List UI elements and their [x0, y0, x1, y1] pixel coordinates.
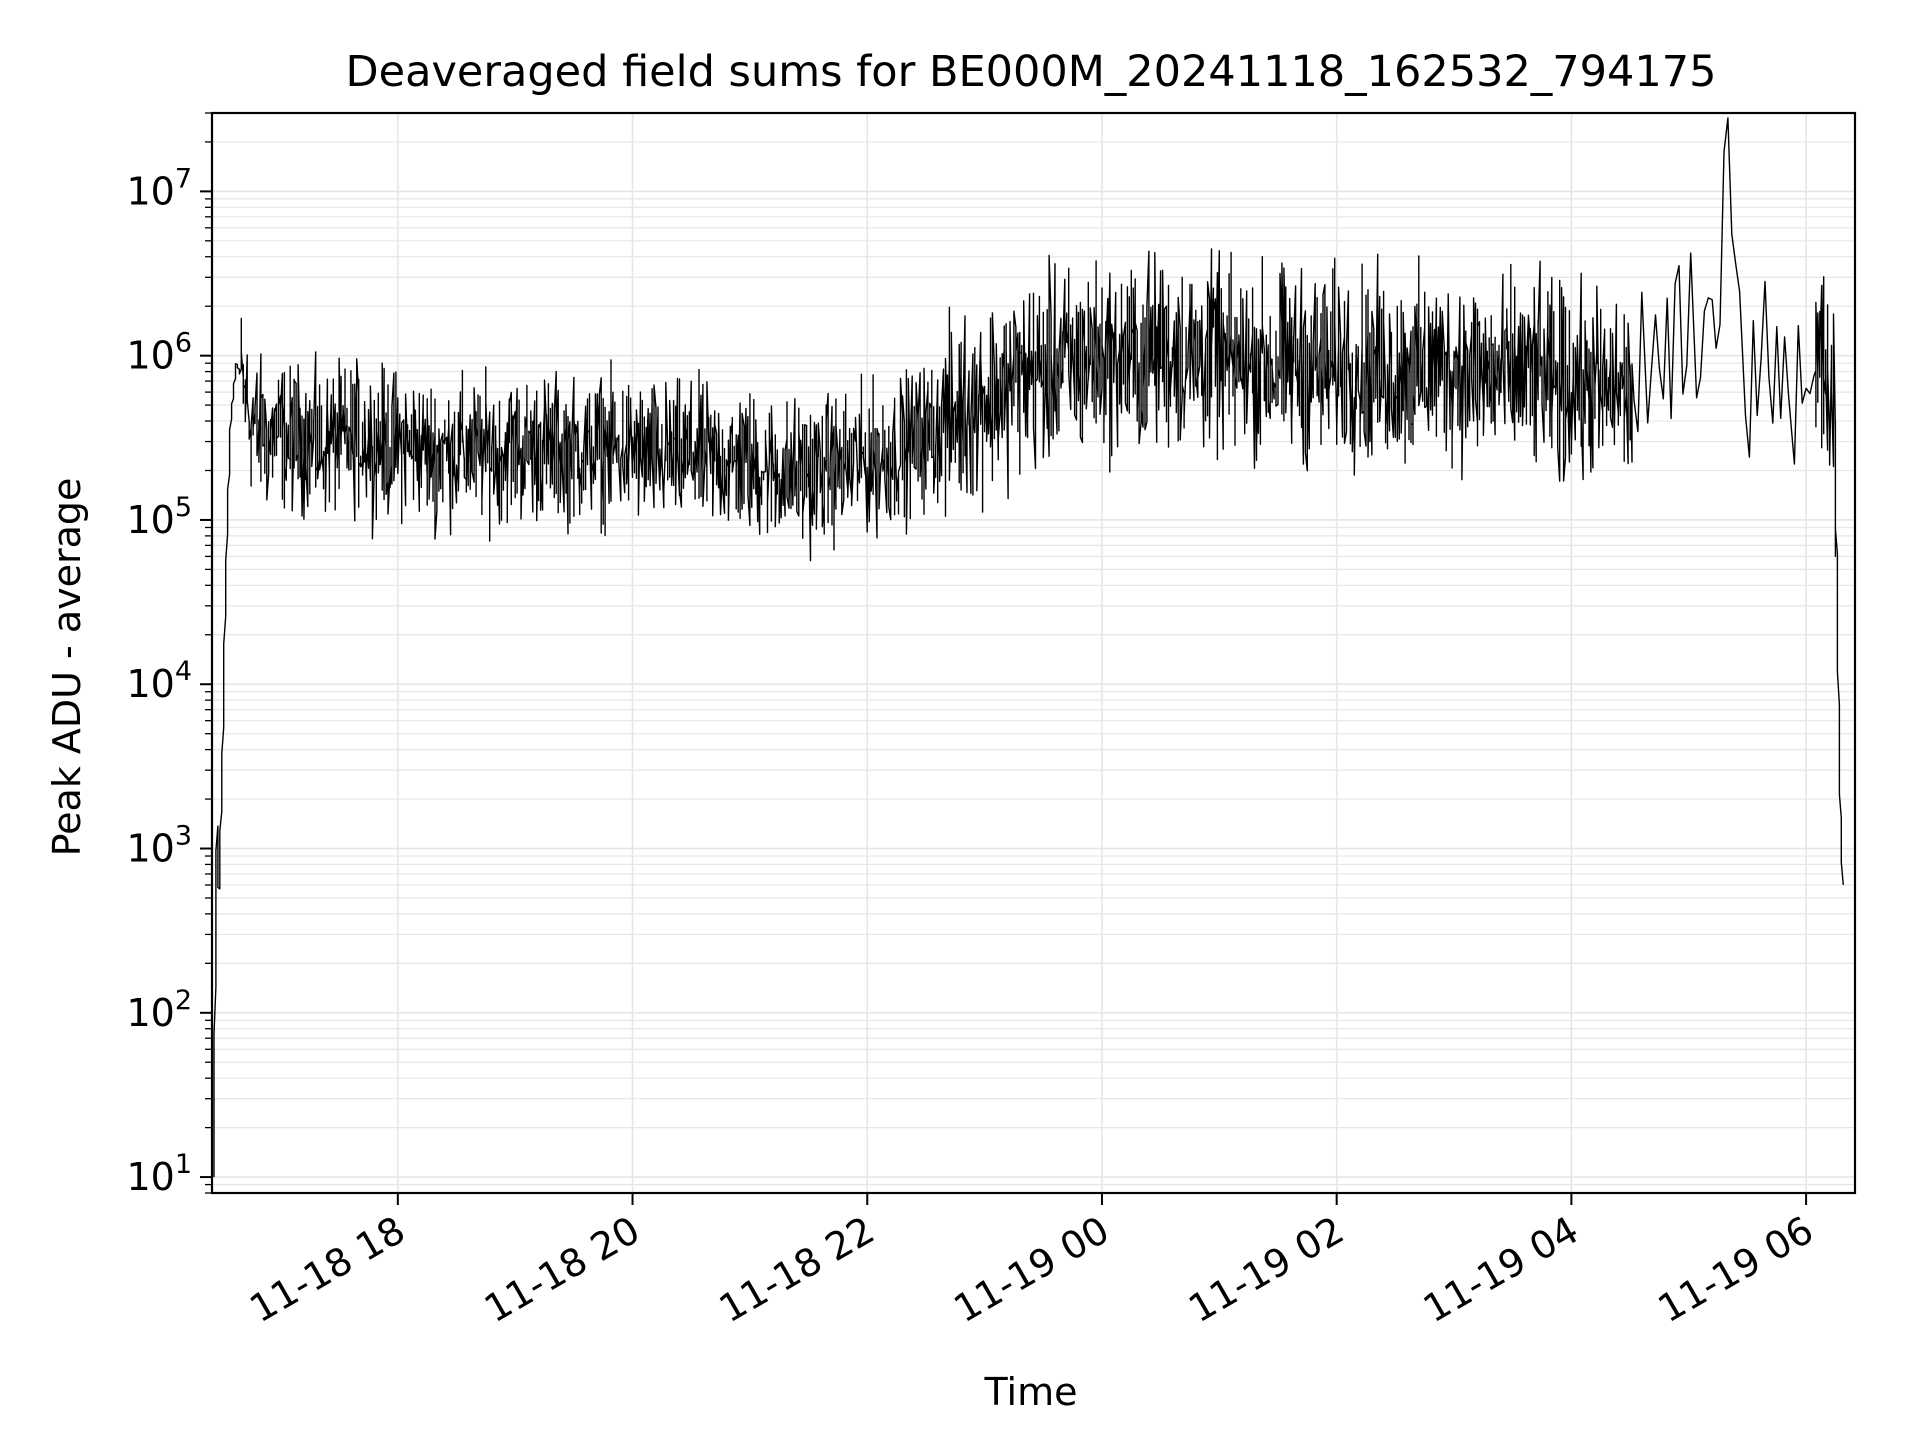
- y-tick-label: 105: [126, 492, 192, 542]
- series-layer: [213, 117, 1844, 1178]
- plot-frame: [210, 111, 1857, 1195]
- y-tick-label: 102: [126, 985, 192, 1035]
- y-tick-label: 104: [126, 656, 192, 706]
- x-tick-label: 11-18 18: [242, 1208, 412, 1332]
- y-tick-label: 107: [126, 163, 192, 213]
- x-tick-label: 11-19 04: [1416, 1208, 1586, 1332]
- y-tick-label: 106: [126, 328, 192, 378]
- x-axis-label: Time: [984, 1370, 1078, 1414]
- x-axis: 11-18 18 11-18 20 11-18 22 11-19 00 11-19 02…: [242, 1193, 1821, 1332]
- chart-title: Deaveraged field sums for BE000M_2024111…: [346, 47, 1717, 97]
- x-tick-label: 11-18 22: [712, 1208, 882, 1332]
- y-tick-label: 101: [126, 1149, 192, 1199]
- y-tick-label: 103: [126, 821, 192, 871]
- y-axis-label: Peak ADU - average: [45, 478, 89, 857]
- y-axis: 101 102 103 104 105 106 107: [126, 112, 212, 1199]
- series-line: [213, 117, 1844, 1178]
- x-tick-label: 11-19 00: [946, 1208, 1116, 1332]
- x-tick-label: 11-19 06: [1651, 1208, 1821, 1332]
- x-tick-label: 11-18 20: [477, 1208, 647, 1332]
- grid-lines: [212, 112, 1855, 1194]
- x-tick-label: 11-19 02: [1181, 1208, 1351, 1332]
